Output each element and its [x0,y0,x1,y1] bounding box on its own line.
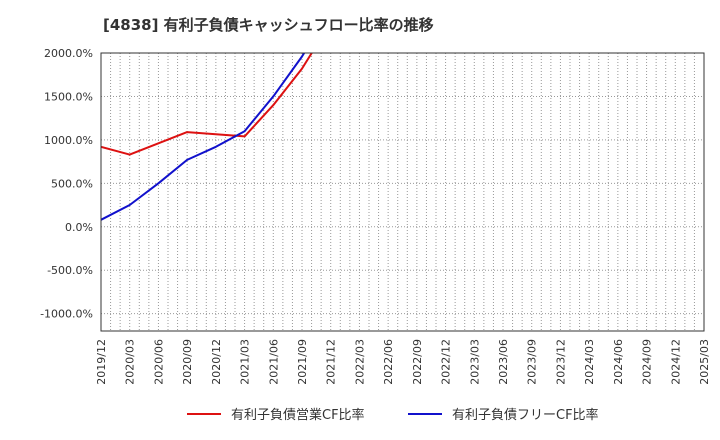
x-tick-label: 2021/03 [239,339,252,385]
y-tick-label: -500.0% [47,264,93,277]
x-tick-label: 2024/09 [641,339,654,385]
series-line-1 [101,53,313,156]
x-tick-label: 2019/12 [95,339,108,385]
legend-item-free-cf: 有利子負債フリーCF比率 [408,404,599,423]
plot-area [101,53,704,331]
y-tick-label: 1500.0% [44,90,93,103]
x-tick-label: 2022/03 [353,339,366,385]
x-tick-label: 2023/09 [526,339,539,385]
y-tick-label: 1000.0% [44,134,93,147]
x-tick-label: 2024/12 [669,339,682,385]
x-tick-label: 2021/06 [267,339,280,385]
y-tick-label: 500.0% [51,177,93,190]
line-chart: -1000.0% -500.0% 0.0% 500.0% 1000.0% 1500.0% 2… [40,47,711,385]
legend-swatch-blue [408,412,442,415]
series-line-2 [101,53,306,221]
legend-label-free-cf: 有利子負債フリーCF比率 [452,408,599,423]
legend-item-operating-cf: 有利子負債営業CF比率 [187,404,365,423]
y-tick-label: 2000.0% [44,47,93,60]
x-tick-label: 2020/06 [152,339,165,385]
x-tick-label: 2022/09 [411,339,424,385]
legend-label-operating-cf: 有利子負債営業CF比率 [231,408,365,423]
y-tick-label: 0.0% [65,221,93,234]
y-tick-label: -1000.0% [40,308,93,321]
legend: 有利子負債営業CF比率 有利子負債フリーCF比率 [0,404,720,428]
x-tick-label: 2020/09 [181,339,194,385]
x-tick-label: 2021/12 [325,339,338,385]
x-tick-label: 2020/12 [210,339,223,385]
x-tick-label: 2022/12 [440,339,453,385]
x-tick-label: 2023/06 [497,339,510,385]
x-tick-label: 2023/03 [468,339,481,385]
x-tick-label: 2021/09 [296,339,309,385]
x-tick-label: 2025/03 [698,339,711,385]
plot-frame [100,52,705,332]
x-tick-label: 2020/03 [124,339,137,385]
x-tick-label: 2023/12 [554,339,567,385]
x-tick-label: 2024/03 [583,339,596,385]
legend-swatch-red [187,412,221,415]
x-tick-label: 2022/06 [382,339,395,385]
chart-title: [4838] 有利子負債キャッシュフロー比率の推移 [103,16,434,34]
x-tick-label: 2024/06 [612,339,625,385]
